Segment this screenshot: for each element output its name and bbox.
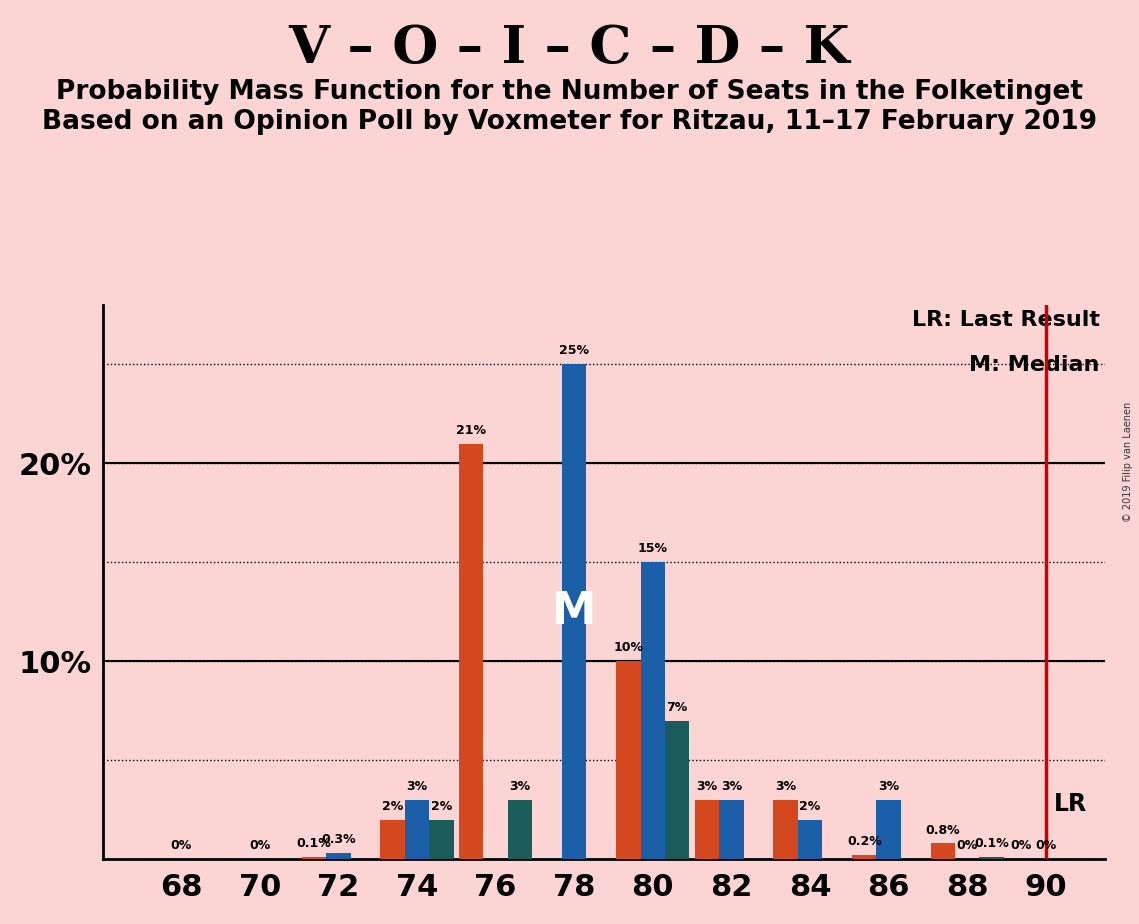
Text: 7%: 7% [666,700,688,714]
Bar [931,844,956,859]
Text: © 2019 Filip van Laenen: © 2019 Filip van Laenen [1123,402,1133,522]
Text: Probability Mass Function for the Number of Seats in the Folketinget: Probability Mass Function for the Number… [56,79,1083,104]
Bar [695,800,719,859]
Text: LR: Last Result: LR: Last Result [912,310,1100,331]
Text: 3%: 3% [878,780,899,793]
Text: 2%: 2% [382,800,403,813]
Bar [404,800,429,859]
Text: 0.8%: 0.8% [926,823,960,836]
Text: 3%: 3% [509,780,531,793]
Text: Based on an Opinion Poll by Voxmeter for Ritzau, 11–17 February 2019: Based on an Opinion Poll by Voxmeter for… [42,109,1097,135]
Text: 3%: 3% [721,780,741,793]
Bar [380,820,404,859]
Text: 15%: 15% [638,542,667,555]
Bar [326,854,351,859]
Text: 0.1%: 0.1% [296,837,331,850]
Text: 25%: 25% [559,345,589,358]
Text: 3%: 3% [776,780,796,793]
Bar [876,800,901,859]
Text: 2%: 2% [800,800,821,813]
Bar [797,820,822,859]
Text: 2%: 2% [431,800,452,813]
Bar [665,721,689,859]
Text: 0.3%: 0.3% [321,833,355,846]
Text: 0%: 0% [249,839,270,852]
Text: 0%: 0% [957,839,978,852]
Text: 0.2%: 0.2% [847,835,882,848]
Text: M: Median: M: Median [969,355,1100,375]
Text: 0%: 0% [1035,839,1057,852]
Text: 0%: 0% [171,839,191,852]
Bar [302,857,326,859]
Text: 0%: 0% [1011,839,1032,852]
Text: M: M [552,590,597,633]
Bar [980,857,1003,859]
Bar [562,364,587,859]
Bar [459,444,483,859]
Text: 3%: 3% [696,780,718,793]
Text: V – O – I – C – D – K: V – O – I – C – D – K [289,23,850,74]
Text: 21%: 21% [457,423,486,437]
Bar [429,820,453,859]
Text: LR: LR [1054,792,1087,816]
Text: 0.1%: 0.1% [974,837,1009,850]
Bar [773,800,797,859]
Bar [852,856,876,859]
Bar [719,800,744,859]
Text: 3%: 3% [407,780,427,793]
Bar [616,662,640,859]
Bar [640,563,665,859]
Text: 10%: 10% [614,641,644,654]
Bar [508,800,532,859]
